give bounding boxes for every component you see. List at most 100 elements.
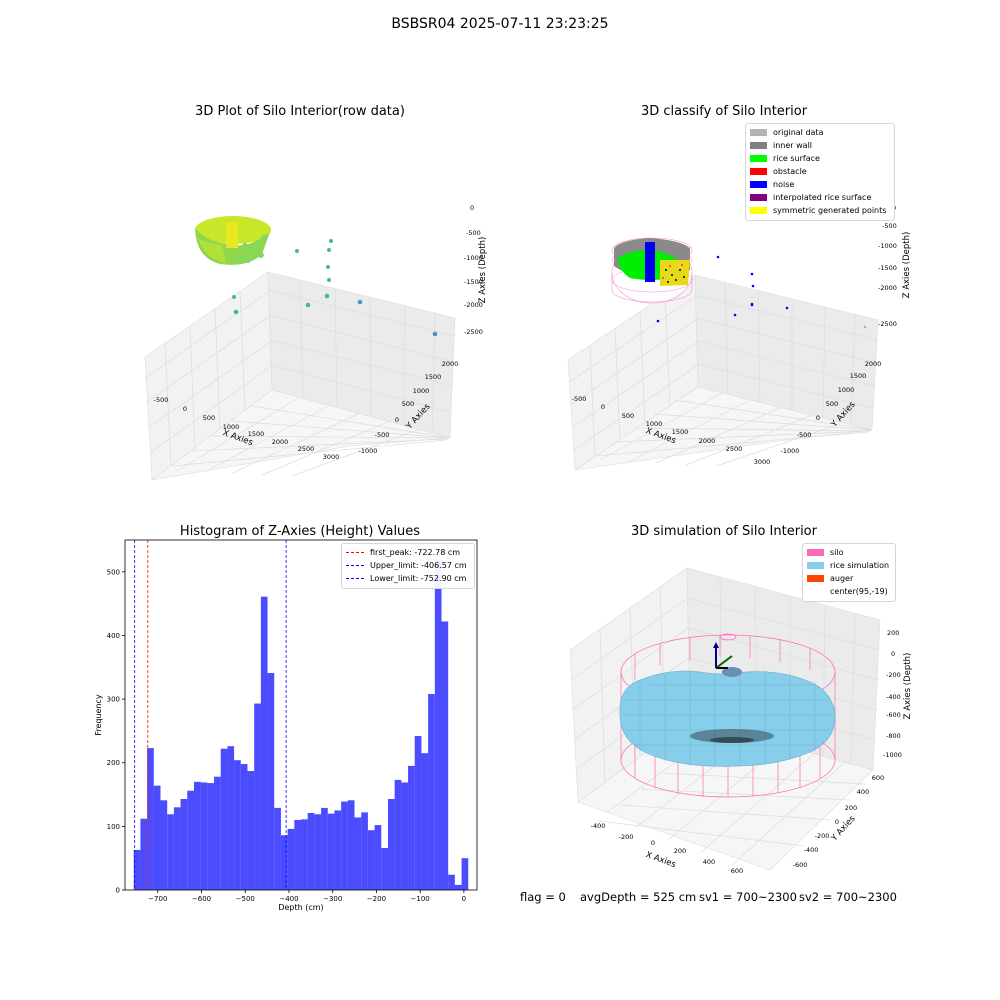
legend-label: Lower_limit: -752.90 cm <box>370 574 467 583</box>
histogram-bar <box>334 810 342 890</box>
legend-entry: original data <box>746 126 894 139</box>
legend-swatch <box>807 588 824 595</box>
simulation-ztick: -200 <box>886 671 901 679</box>
raw-xtick: 3000 <box>323 453 340 461</box>
raw-xtick: -500 <box>154 396 169 404</box>
classify-xtick: -500 <box>572 395 587 403</box>
legend-label: rice simulation <box>830 561 890 570</box>
y-tick-label: 100 <box>107 823 120 831</box>
raw-3d-points <box>195 216 438 337</box>
legend-entry: Lower_limit: -752.90 cm <box>342 572 474 585</box>
x-tick-label: −400 <box>279 895 298 903</box>
histogram-bar <box>461 858 469 890</box>
raw-ytick: 1500 <box>425 373 442 381</box>
classify-3d-plot: -500 0 500 1000 1500 2000 2500 3000 -100… <box>567 204 912 471</box>
classify-ytick: -1000 <box>781 447 800 455</box>
classify-ytick: 1000 <box>838 386 855 394</box>
histogram-bar <box>408 765 415 890</box>
histogram-bar <box>367 830 375 890</box>
histogram-bar <box>421 753 429 890</box>
y-tick-label: 300 <box>107 696 120 704</box>
raw-ztick: -1500 <box>464 278 483 286</box>
x-tick-label: −700 <box>148 895 167 903</box>
legend-label: first_peak: -722.78 cm <box>370 548 461 557</box>
simulation-ztick: -400 <box>886 693 901 701</box>
y-tick-label: 400 <box>107 632 120 640</box>
legend-entry: first_peak: -722.78 cm <box>342 546 474 559</box>
histogram-bar <box>227 746 235 890</box>
simulation-ztick: -1000 <box>883 751 902 759</box>
classify-xtick: 2000 <box>699 437 716 445</box>
simulation-ytick: -400 <box>804 846 819 854</box>
simulation-3d-axis-ticks: -400 -200 0 200 400 600 -600 -400 -200 0… <box>591 629 902 875</box>
x-tick-label: −200 <box>367 895 386 903</box>
legend-swatch <box>750 194 767 201</box>
histogram-legend: first_peak: -722.78 cm Upper_limit: -406.… <box>341 543 475 589</box>
histogram-bar <box>180 799 188 890</box>
classify-ztick: -2500 <box>878 320 897 328</box>
simulation-ytick: 400 <box>857 788 869 796</box>
simulation-ytick: 0 <box>835 818 839 826</box>
simulation-ztick: -600 <box>886 711 901 719</box>
classify-legend: original data inner wall rice surface obsta… <box>745 123 895 221</box>
raw-xtick: 2000 <box>272 438 289 446</box>
legend-label: Upper_limit: -406.57 cm <box>370 561 467 570</box>
histogram-bar <box>327 813 335 890</box>
legend-entry: obstacle <box>746 165 894 178</box>
legend-label: noise <box>773 180 795 189</box>
legend-entry: noise <box>746 178 894 191</box>
raw-ztick: -500 <box>466 229 481 237</box>
histogram-bar <box>434 559 442 890</box>
histogram-bar <box>361 812 368 890</box>
simulation-xtick: -200 <box>619 833 634 841</box>
raw-ytick: -500 <box>375 431 390 439</box>
histogram-bar <box>140 818 148 890</box>
histogram-bar <box>167 814 174 890</box>
histogram-bar <box>301 819 308 890</box>
legend-label: auger <box>830 574 854 583</box>
classify-xtick: 1000 <box>646 420 663 428</box>
classify-ztick: -2000 <box>878 284 897 292</box>
legend-entry: interpolated rice surface <box>746 191 894 204</box>
legend-line-swatch <box>346 578 364 579</box>
histogram-bar <box>267 673 275 890</box>
histogram-title: Histogram of Z-Axies (Height) Values <box>179 524 421 539</box>
raw-xtick: 1500 <box>248 430 265 438</box>
histogram-bar <box>220 748 228 890</box>
classify-xtick: 0 <box>601 403 605 411</box>
raw-xtick: 2500 <box>298 445 315 453</box>
histogram-bar <box>173 807 181 890</box>
legend-entry: inner wall <box>746 139 894 152</box>
histogram-bar <box>254 703 261 890</box>
raw-ytick: 2000 <box>442 360 459 368</box>
classify-ytick: 0 <box>816 414 820 422</box>
histogram-bar <box>307 813 315 890</box>
histogram-bar <box>374 825 382 890</box>
classify-ytick: 500 <box>826 400 838 408</box>
classify-ztick: -1000 <box>878 242 897 250</box>
raw-xtick: 1000 <box>223 423 240 431</box>
classify-xtick: 3000 <box>754 458 771 466</box>
simulation-xtick: 200 <box>674 847 686 855</box>
legend-entry: symmetric generated points <box>746 204 894 217</box>
classify-z-label: Z Axies (Depth) <box>902 232 912 299</box>
histogram-bars <box>133 559 469 890</box>
raw-xtick: 0 <box>183 405 187 413</box>
legend-line-swatch <box>346 565 364 566</box>
histogram-bar <box>341 801 348 890</box>
histogram-bar <box>287 828 295 890</box>
legend-swatch <box>750 155 767 162</box>
histogram-bar <box>354 817 362 890</box>
simulation-xtick: -400 <box>591 822 606 830</box>
histogram-bar <box>160 800 168 890</box>
simulation-z-label: Z Axies (Depth) <box>903 653 913 720</box>
simulation-ytick: -200 <box>815 832 830 840</box>
histogram-bar <box>314 814 322 890</box>
histogram-bar <box>247 771 255 890</box>
legend-entry: silo <box>803 546 895 559</box>
y-tick-label: 500 <box>107 568 120 576</box>
histogram-bar <box>200 782 208 890</box>
simulation-plot-title: 3D simulation of Silo Interior <box>631 524 817 539</box>
raw-plot-title: 3D Plot of Silo Interior(row data) <box>195 104 405 119</box>
raw-xtick: 500 <box>203 414 215 422</box>
